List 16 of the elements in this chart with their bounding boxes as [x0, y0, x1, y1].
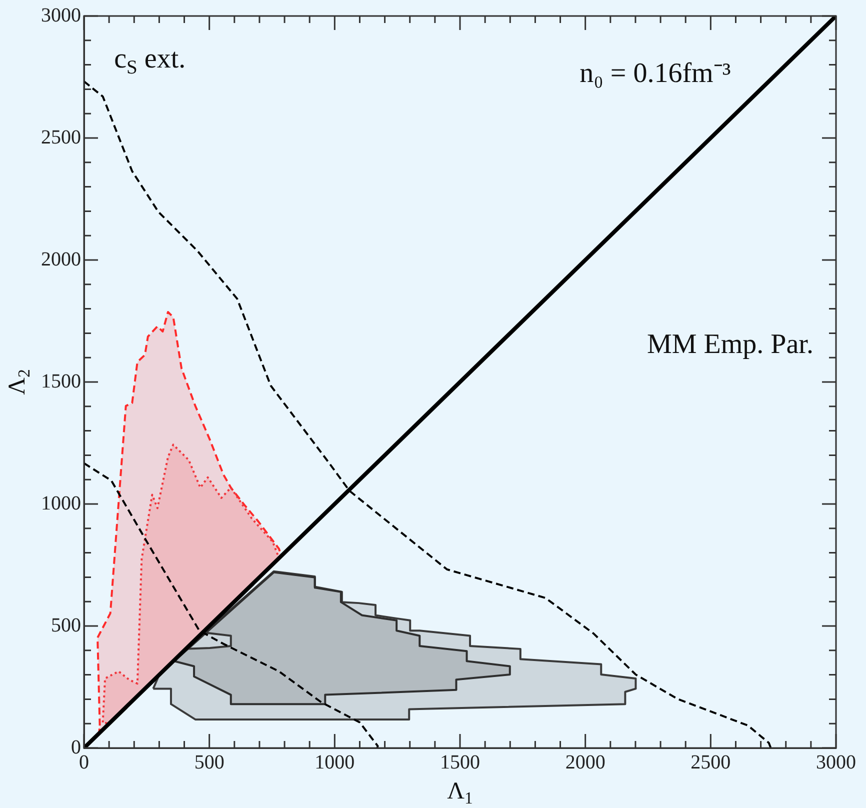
- x-tick-label: 2500: [690, 751, 731, 774]
- y-tick-label: 2500: [41, 126, 81, 148]
- annotation: n₀ = 0.16fm⁻³: [580, 58, 731, 89]
- x-tick-label: 2000: [565, 751, 606, 774]
- annotation: MM Emp. Par.: [646, 328, 814, 360]
- y-tick-label: 0: [71, 736, 81, 758]
- y-tick-label: 1500: [41, 370, 81, 392]
- x-tick-label: 1500: [440, 751, 480, 774]
- x-tick-label: 1000: [314, 751, 355, 774]
- y-tick-label: 2000: [41, 248, 81, 270]
- y-axis-title: Λ2: [4, 369, 34, 395]
- y-tick-label: 1000: [41, 492, 81, 514]
- x-tick-label: 3000: [816, 751, 856, 774]
- y-tick-label: 500: [51, 614, 81, 636]
- y-tick-label: 3000: [41, 4, 81, 26]
- x-tick-label: 500: [194, 751, 224, 774]
